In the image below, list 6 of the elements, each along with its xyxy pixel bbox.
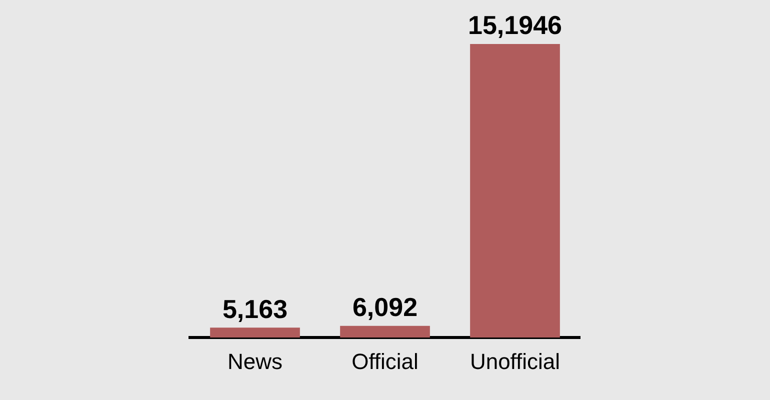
data-label: 5,163	[222, 294, 288, 324]
x-tick-label: Official	[352, 348, 418, 374]
data-label: 15,1946	[468, 10, 562, 40]
x-tick-label: Unofficial	[470, 348, 560, 374]
x-tick-label: News	[227, 348, 283, 374]
data-label: 6,092	[352, 292, 418, 322]
